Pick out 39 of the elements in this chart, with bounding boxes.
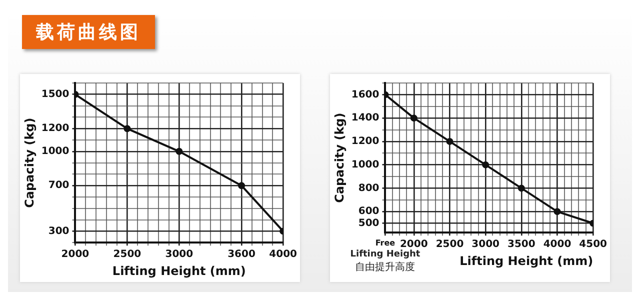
y-tick-label: 800 xyxy=(358,182,380,194)
text: Lifting Height xyxy=(350,249,421,260)
x-axis-title: Lifting Height (mm) xyxy=(112,264,246,278)
y-tick-label: 1000 xyxy=(41,146,70,157)
y-axis-title: Capacity (kg) xyxy=(332,112,346,203)
point xyxy=(518,184,525,192)
y-axis-title: Capacity (kg) xyxy=(22,118,36,208)
x-tick-label: 3500 xyxy=(507,239,536,250)
y-tick-label: 1000 xyxy=(351,159,380,170)
point xyxy=(176,148,183,155)
point xyxy=(238,182,246,190)
y-tick-label: 1400 xyxy=(351,112,380,124)
y-tick-label: 1500 xyxy=(41,88,70,100)
point xyxy=(554,208,561,216)
x-tick-label: 4000 xyxy=(543,239,572,250)
x-tick-label: Free xyxy=(375,238,396,248)
x-tick-label: 2000 xyxy=(400,239,428,250)
point xyxy=(124,125,131,132)
x-tick-label: 2500 xyxy=(436,239,464,250)
x-axis-title: Lifting Height (mm) xyxy=(460,254,594,268)
point xyxy=(410,114,418,122)
x-tick-label: 3000 xyxy=(165,249,194,260)
x-tick-label: 3600 xyxy=(228,249,256,260)
y-tick-label: 300 xyxy=(48,226,70,237)
x-tick-label: 4500 xyxy=(579,239,608,250)
x-tick-label: 4000 xyxy=(269,249,298,260)
x-tick-label: 3000 xyxy=(472,239,500,250)
chart-title: 载荷曲线图 xyxy=(22,15,155,49)
y-tick-label: 1200 xyxy=(351,136,380,148)
x-tick-label: 2000 xyxy=(61,249,90,260)
y-tick-label: 700 xyxy=(48,180,70,192)
y-tick-label: 1600 xyxy=(351,89,380,100)
x-tick-label: 2500 xyxy=(113,249,142,260)
y-tick-label: 500 xyxy=(358,218,380,229)
y-tick-label: 1200 xyxy=(41,123,70,134)
point xyxy=(482,161,490,168)
text: 自由提升高度 xyxy=(355,261,416,274)
y-tick-label: 600 xyxy=(358,206,380,218)
point xyxy=(446,138,454,145)
